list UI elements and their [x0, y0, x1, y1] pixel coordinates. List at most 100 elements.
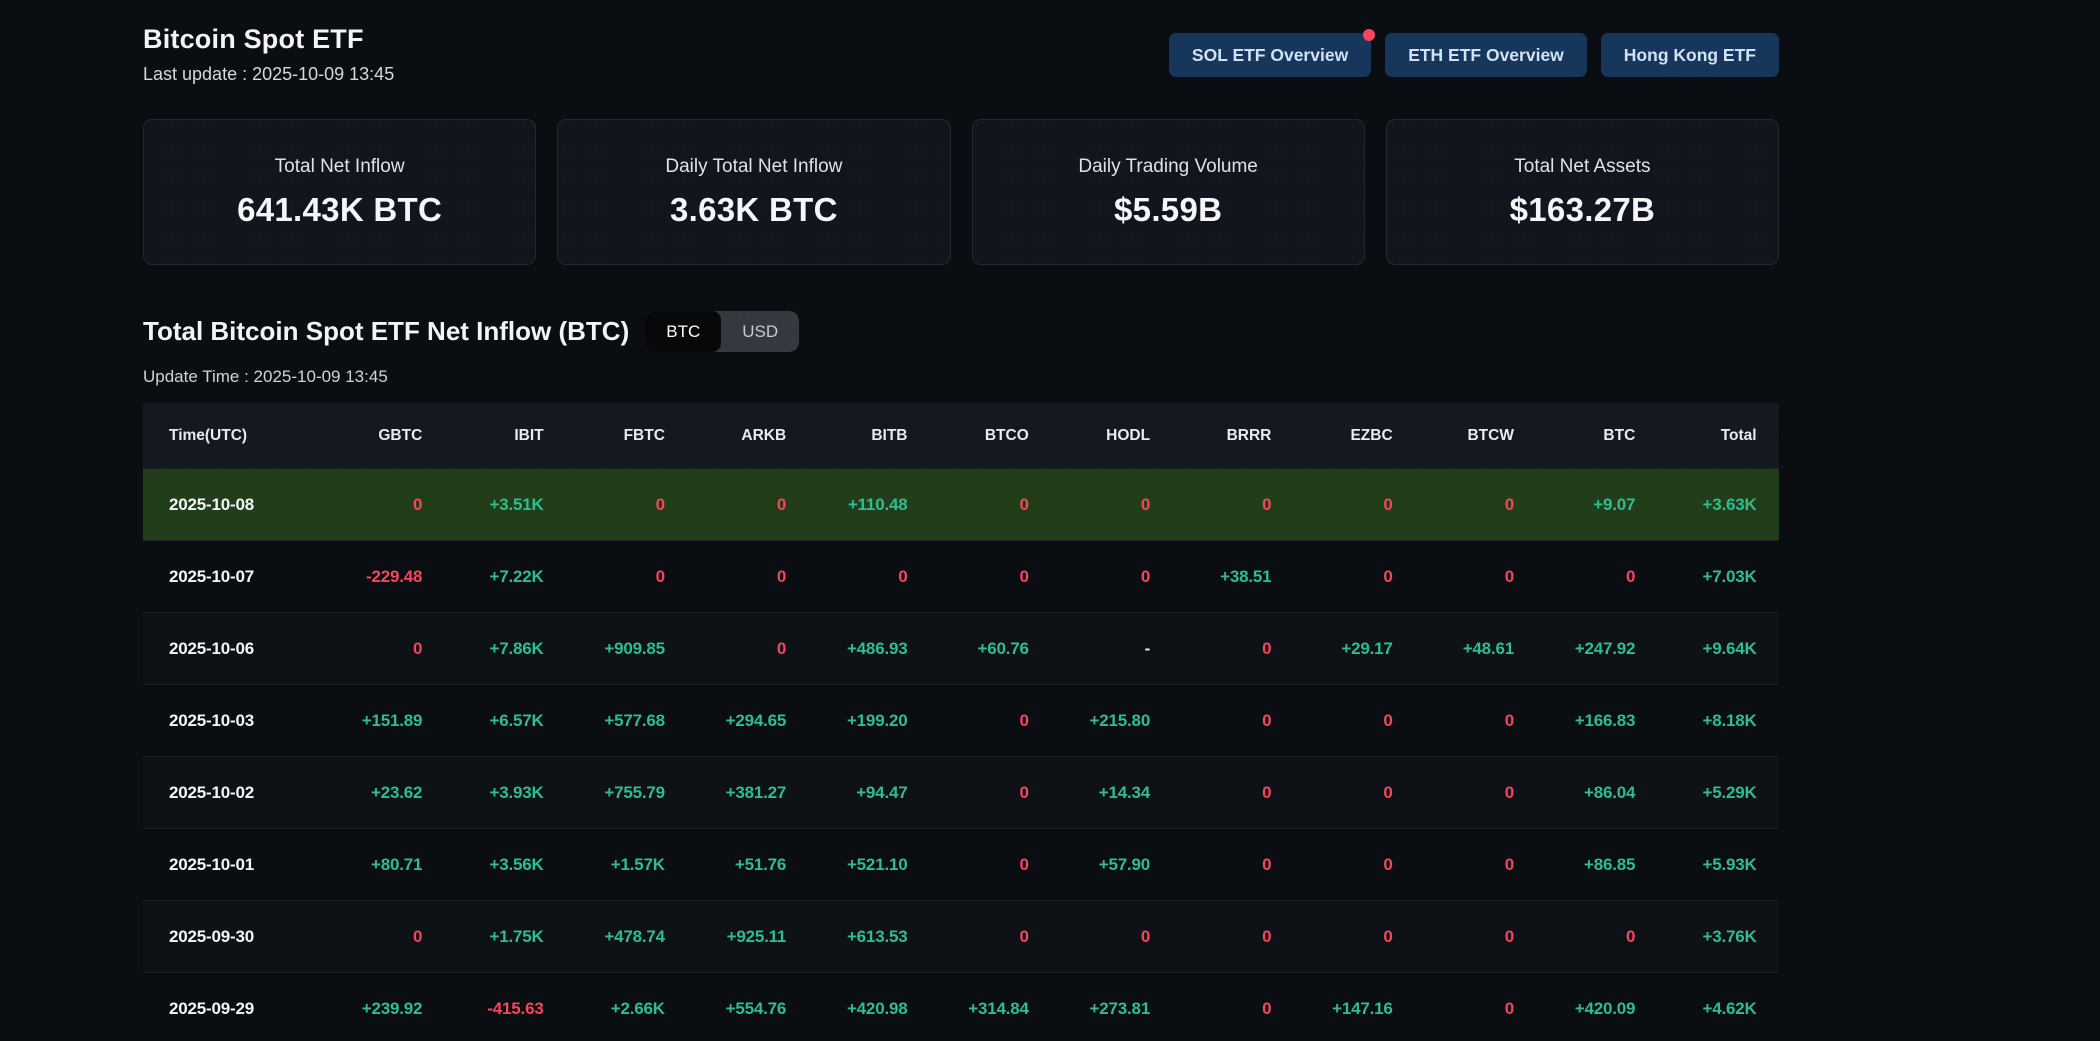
cell-btcw: 0 — [1504, 854, 1514, 874]
stat-card-value: 3.63K BTC — [670, 190, 838, 228]
cell-ibit: +7.22K — [489, 566, 544, 586]
cell-btco: 0 — [1019, 926, 1029, 946]
cell-total: +9.64K — [1702, 638, 1757, 658]
cell-total: +3.76K — [1702, 926, 1757, 946]
last-update-text: Last update : 2025-10-09 13:45 — [143, 64, 395, 84]
table-row: 2025-10-08 0 +3.51K 0 0 +110.48 0 0 0 0 0 +9.07 +3.6… — [143, 469, 1779, 541]
cell-btcw: 0 — [1504, 998, 1514, 1018]
cell-hodl: 0 — [1140, 494, 1151, 514]
cell-brrr: 0 — [1262, 782, 1272, 802]
cell-bitb: +94.47 — [856, 782, 908, 802]
page-header: Bitcoin Spot ETF Last update : 2025-10-0… — [143, 24, 1779, 85]
cell-bitb: +110.48 — [847, 494, 908, 514]
toggle-option-btc[interactable]: BTC — [645, 311, 722, 352]
cell-bitb: +420.98 — [846, 998, 908, 1018]
cell-ezbc: 0 — [1383, 854, 1393, 874]
cell-arkb: 0 — [776, 566, 787, 586]
cell-bitb: +486.93 — [846, 638, 908, 658]
section-header: Total Bitcoin Spot ETF Net Inflow (BTC) … — [143, 311, 1779, 352]
row-date: 2025-09-30 — [169, 926, 254, 946]
update-time-text: Update Time : 2025-10-09 13:45 — [143, 367, 388, 386]
cell-btcw: 0 — [1504, 566, 1514, 586]
cell-gbtc: 0 — [413, 926, 423, 946]
cell-btcw: 0 — [1504, 782, 1514, 802]
stat-card-label: Total Net Assets — [1514, 155, 1651, 177]
cell-hodl: +14.34 — [1098, 782, 1151, 802]
cell-btc: +166.83 — [1574, 710, 1636, 730]
cell-arkb: 0 — [776, 638, 787, 658]
cell-btco: 0 — [1019, 854, 1029, 874]
stat-card-total-net-inflow: Total Net Inflow 641.43K BTC — [143, 119, 537, 265]
notification-dot-icon — [1363, 29, 1376, 41]
stat-card-value: 641.43K BTC — [237, 190, 443, 228]
cell-gbtc: +239.92 — [361, 998, 423, 1018]
cell-btc: +9.07 — [1593, 494, 1636, 514]
column-header-ibit: IBIT — [514, 426, 544, 444]
cell-hodl: +273.81 — [1089, 998, 1151, 1018]
table-row: 2025-10-06 0 +7.86K +909.85 0 +486.93 +60.76 - 0… — [143, 613, 1779, 685]
etf-net-inflow-table: Time(UTC) GBTC IBIT FBTC ARKB BITB BTCO HODL BRR… — [143, 403, 1779, 1041]
stat-card-label: Daily Trading Volume — [1078, 155, 1258, 177]
cell-btcw: +48.61 — [1462, 638, 1514, 658]
cell-ibit: +3.51K — [489, 494, 544, 514]
row-date: 2025-10-02 — [169, 782, 254, 802]
title-block: Bitcoin Spot ETF Last update : 2025-10-0… — [143, 24, 394, 85]
cell-btco: 0 — [1019, 782, 1029, 802]
cell-ibit: +6.57K — [489, 710, 544, 730]
cell-hodl: 0 — [1140, 926, 1151, 946]
nav-buttons: SOL ETF Overview ETH ETF Overview Hong Kon… — [1168, 29, 1779, 77]
row-date: 2025-10-07 — [169, 566, 254, 586]
cell-total: +5.93K — [1702, 854, 1757, 874]
cell-fbtc: 0 — [655, 566, 665, 586]
cell-arkb: +294.65 — [725, 710, 787, 730]
toggle-option-usd[interactable]: USD — [721, 311, 799, 352]
currency-toggle: BTC USD — [645, 311, 800, 352]
cell-btcw: 0 — [1504, 494, 1514, 514]
eth-etf-overview-button[interactable]: ETH ETF Overview — [1385, 33, 1587, 77]
column-header-fbtc: FBTC — [623, 426, 665, 444]
column-header-brrr: BRRR — [1226, 426, 1272, 444]
hong-kong-etf-button[interactable]: Hong Kong ETF — [1600, 33, 1779, 77]
cell-btc: +86.04 — [1583, 782, 1636, 802]
cell-arkb: +381.27 — [725, 782, 787, 802]
cell-btco: 0 — [1019, 710, 1029, 730]
cell-arkb: +925.11 — [726, 926, 787, 946]
cell-btc: 0 — [1626, 926, 1636, 946]
column-header-hodl: HODL — [1106, 426, 1151, 444]
cell-fbtc: +2.66K — [610, 998, 665, 1018]
column-header-time-utc: Time(UTC) — [169, 426, 248, 444]
cell-fbtc: +577.68 — [604, 710, 665, 730]
cell-btcw: 0 — [1504, 926, 1514, 946]
cell-btc: +86.85 — [1583, 854, 1636, 874]
cell-bitb: +521.10 — [846, 854, 908, 874]
cell-gbtc: -229.48 — [366, 566, 423, 586]
cell-brrr: 0 — [1262, 710, 1272, 730]
cell-hodl: 0 — [1140, 566, 1151, 586]
cell-ibit: -415.63 — [487, 998, 544, 1018]
table-row: 2025-10-03 +151.89 +6.57K +577.68 +294.65 +19… — [143, 685, 1779, 757]
cell-brrr: 0 — [1262, 638, 1272, 658]
table-row: 2025-10-07 -229.48 +7.22K 0 0 0 0 0 +38.51 0 0 0 +7.… — [143, 541, 1779, 613]
sol-etf-overview-button[interactable]: SOL ETF Overview — [1168, 29, 1376, 77]
cell-ezbc: +29.17 — [1341, 638, 1393, 658]
stat-card-daily-trading-volume: Daily Trading Volume $5.59B — [971, 119, 1365, 265]
cell-total: +8.18K — [1702, 710, 1757, 730]
row-date: 2025-10-01 — [169, 854, 254, 874]
cell-btco: +60.76 — [977, 638, 1029, 658]
cell-arkb: +51.76 — [734, 854, 787, 874]
column-header-btc: BTC — [1603, 426, 1636, 444]
cell-btc: +247.92 — [1574, 638, 1636, 658]
cell-ezbc: +147.16 — [1332, 998, 1393, 1018]
cell-fbtc: +909.85 — [604, 638, 665, 658]
cell-btco: 0 — [1019, 494, 1029, 514]
row-date: 2025-10-08 — [169, 494, 254, 514]
cell-brrr: 0 — [1262, 998, 1272, 1018]
table-row: 2025-09-30 0 +1.75K +478.74 +925.11 +613.53 0 0… — [143, 901, 1779, 973]
row-date: 2025-10-03 — [169, 710, 254, 730]
cell-btcw: 0 — [1504, 710, 1514, 730]
cell-btco: 0 — [1019, 566, 1029, 586]
cell-brrr: 0 — [1262, 494, 1272, 514]
cell-hodl: - — [1144, 638, 1151, 658]
column-header-gbtc: GBTC — [378, 426, 423, 444]
cell-bitb: +613.53 — [846, 926, 908, 946]
